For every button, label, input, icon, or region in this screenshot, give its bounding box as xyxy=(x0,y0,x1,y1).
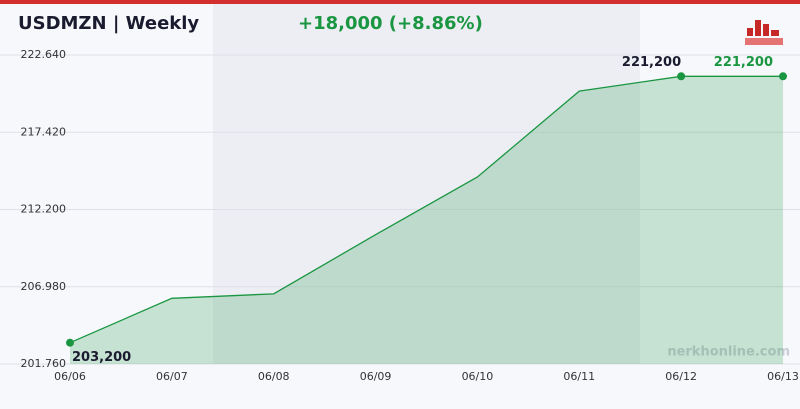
point xyxy=(779,72,787,81)
value-label: 221,200 xyxy=(622,55,681,70)
watermark-panel xyxy=(213,4,640,364)
line xyxy=(69,75,783,344)
x-tick-label: 06/10 xyxy=(462,370,494,383)
value-label: 221,200 xyxy=(714,55,773,70)
point xyxy=(66,338,74,347)
x-tick-label: 06/08 xyxy=(258,370,290,383)
y-tick-label: 222.640 xyxy=(21,48,67,61)
x-tick-label: 06/06 xyxy=(54,370,86,383)
x-tick-label: 06/11 xyxy=(563,370,595,383)
watermark: nerkhonline.com xyxy=(667,345,790,360)
y-tick-label: 217.420 xyxy=(21,125,67,138)
point xyxy=(677,72,686,81)
area xyxy=(70,76,783,364)
y-tick-label: 201.760 xyxy=(21,357,67,370)
y-tick-label: 212.200 xyxy=(21,203,67,216)
value-label: 203,200 xyxy=(72,350,131,365)
x-tick-label: 06/07 xyxy=(156,370,188,383)
x-tick-label: 06/09 xyxy=(360,370,392,383)
logo xyxy=(745,20,783,45)
x-tick-label: 06/13 xyxy=(767,370,799,383)
top-bar xyxy=(0,0,800,4)
x-tick-label: 06/12 xyxy=(665,370,697,383)
chart-title: USDMZN | Weekly xyxy=(18,13,199,34)
chart-subtitle: +18,000 (+8.86%) xyxy=(298,13,483,34)
y-tick-label: 206.980 xyxy=(21,280,67,293)
